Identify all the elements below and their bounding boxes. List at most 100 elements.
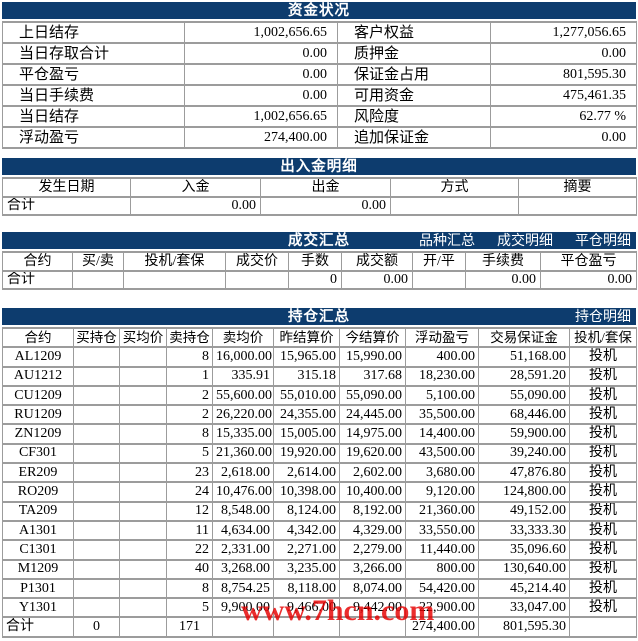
value-cell xyxy=(119,481,167,503)
value-cell xyxy=(73,519,120,542)
value-cell: 130,640.00 xyxy=(478,558,570,580)
value-cell xyxy=(119,558,167,580)
header-cell: 买持仓 xyxy=(73,326,120,349)
header-cell: 买/卖 xyxy=(72,251,124,272)
position-header-row: 合约 买持仓 买均价 卖持仓 卖均价 昨结算价 今结算价 浮动盈亏 交易保证金 投机/套保 xyxy=(2,326,637,349)
spec-hedge-cell: 投机 xyxy=(569,539,637,561)
value-cell xyxy=(73,384,120,407)
value-cell: 5 xyxy=(166,442,213,465)
trade-summary-title: 成交汇总 xyxy=(288,233,350,249)
link-trade-detail[interactable]: 成交明细 xyxy=(497,234,553,249)
header-cell: 方式 xyxy=(390,177,519,198)
value-cell xyxy=(73,558,120,580)
contract-cell: M1209 xyxy=(2,558,74,580)
value-cell: 55,090.00 xyxy=(339,384,406,407)
value-cell: 24 xyxy=(166,481,213,503)
fund-value-cell: 62.77 % xyxy=(490,105,637,128)
header-cell: 浮动盈亏 xyxy=(405,326,479,349)
link-close-detail[interactable]: 平仓明细 xyxy=(575,234,631,249)
value-cell: 8 xyxy=(166,577,213,600)
trade-summary-links: 品种汇总 成交明细 平仓明细 xyxy=(401,232,631,250)
position-row: ZN1209 8 15,335.00 15,005.00 14,975.00 14,400… xyxy=(2,423,637,445)
value-cell: 8,192.00 xyxy=(339,500,406,522)
fund-value-cell: 0.00 xyxy=(184,42,338,65)
fund-value-cell: 0.00 xyxy=(490,126,637,149)
value-cell: 19,920.00 xyxy=(273,442,340,465)
link-position-detail[interactable]: 持仓明细 xyxy=(575,310,631,325)
value-cell: 54,420.00 xyxy=(405,577,479,600)
header-cell: 昨结算价 xyxy=(273,326,340,349)
value-cell: 10,398.00 xyxy=(273,481,340,503)
value-cell xyxy=(119,597,167,619)
fund-value-cell: 0.00 xyxy=(184,84,338,107)
value-cell xyxy=(73,539,120,561)
fund-value-cell: 0.00 xyxy=(490,42,637,65)
fund-status-section: 资金状况 上日结存 1,002,656.65 客户权益 1,277,056.65 当日存… xyxy=(0,2,638,149)
header-cell: 合约 xyxy=(2,251,73,272)
trade-summary-title-bar: 成交汇总 品种汇总 成交明细 平仓明细 xyxy=(2,232,636,249)
value-cell xyxy=(73,481,120,503)
value-cell xyxy=(119,423,167,445)
header-cell: 交易保证金 xyxy=(478,326,570,349)
value-cell: 124,800.00 xyxy=(478,481,570,503)
total-value-cell: 801,595.30 xyxy=(478,616,570,638)
total-label-cell: 合计 xyxy=(2,616,74,638)
value-cell: 8 xyxy=(166,423,213,445)
value-cell: 9,900.00 xyxy=(212,597,274,619)
link-variety-summary[interactable]: 品种汇总 xyxy=(419,234,475,249)
fund-label-cell: 追加保证金 xyxy=(337,126,491,149)
buy-sell-cell xyxy=(72,270,124,290)
value-cell: 15,005.00 xyxy=(273,423,340,445)
fund-label-cell: 上日结存 xyxy=(2,21,185,44)
total-value-cell: 274,400.00 xyxy=(405,616,479,638)
cash-flow-title: 出入金明细 xyxy=(280,159,358,175)
position-summary-section: 持仓汇总 持仓明细 合约 买持仓 买均价 卖持仓 卖均价 昨结算价 今结算价 浮动盈亏 交易保证… xyxy=(0,308,638,638)
spec-hedge-cell: 投机 xyxy=(569,442,637,465)
value-cell xyxy=(119,442,167,465)
value-cell: 4,329.00 xyxy=(339,519,406,542)
value-cell xyxy=(119,404,167,426)
total-value-cell: 0 xyxy=(73,616,120,638)
header-cell: 摘要 xyxy=(518,177,637,198)
cash-flow-section: 出入金明细 发生日期 入金 出金 方式 摘要 合计 0.00 0.00 xyxy=(0,158,638,216)
header-cell: 今结算价 xyxy=(339,326,406,349)
fee-total-cell: 0.00 xyxy=(465,270,541,290)
contract-cell: AU1212 xyxy=(2,365,74,387)
value-cell: 2,614.00 xyxy=(273,462,340,484)
close-pl-total-cell: 0.00 xyxy=(540,270,637,290)
total-value-cell xyxy=(339,616,406,638)
value-cell: 3,235.00 xyxy=(273,558,340,580)
value-cell: 19,620.00 xyxy=(339,442,406,465)
value-cell xyxy=(73,462,120,484)
value-cell xyxy=(73,500,120,522)
value-cell: 335.91 xyxy=(212,365,274,387)
fund-status-row: 当日存取合计 0.00 质押金 0.00 xyxy=(2,42,637,65)
fund-label-cell: 可用资金 xyxy=(337,84,491,107)
position-row: RO209 24 10,476.00 10,398.00 10,400.00 9,120.… xyxy=(2,481,637,503)
trade-summary-total-row: 合计 0 0.00 0.00 0.00 xyxy=(2,270,637,290)
value-cell: 3,268.00 xyxy=(212,558,274,580)
header-cell: 发生日期 xyxy=(2,177,131,198)
value-cell: 23 xyxy=(166,462,213,484)
header-cell: 卖持仓 xyxy=(166,326,213,349)
value-cell: 2,271.00 xyxy=(273,539,340,561)
open-close-cell xyxy=(412,270,466,290)
total-label-cell: 合计 xyxy=(2,196,131,216)
value-cell: 1 xyxy=(166,365,213,387)
value-cell xyxy=(73,404,120,426)
header-cell: 投机/套保 xyxy=(569,326,637,349)
header-cell: 入金 xyxy=(130,177,261,198)
cash-flow-table: 发生日期 入金 出金 方式 摘要 合计 0.00 0.00 xyxy=(2,177,637,216)
cash-flow-header-row: 发生日期 入金 出金 方式 摘要 xyxy=(2,177,637,198)
spec-hedge-cell: 投机 xyxy=(569,404,637,426)
position-row: CU1209 2 55,600.00 55,010.00 55,090.00 5,100.… xyxy=(2,384,637,407)
spec-hedge-cell: 投机 xyxy=(569,462,637,484)
header-cell: 投机/套保 xyxy=(123,251,226,272)
value-cell: 10,476.00 xyxy=(212,481,274,503)
value-cell: 21,360.00 xyxy=(405,500,479,522)
spec-hedge-cell: 投机 xyxy=(569,384,637,407)
value-cell: 40 xyxy=(166,558,213,580)
contract-cell: RU1209 xyxy=(2,404,74,426)
contract-cell: CU1209 xyxy=(2,384,74,407)
